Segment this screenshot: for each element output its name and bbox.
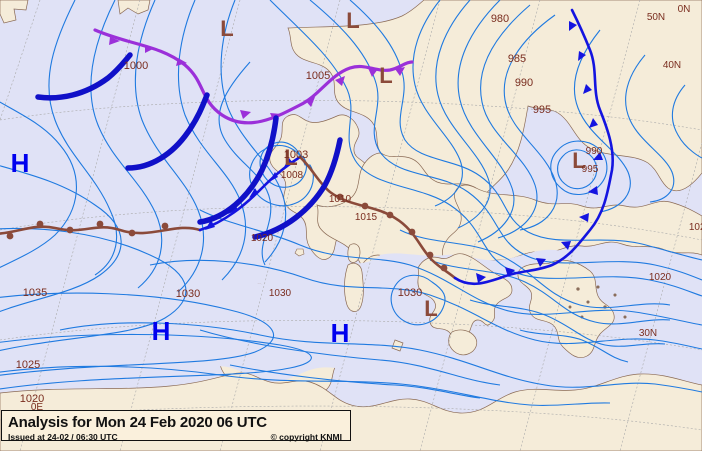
- svg-text:L: L: [220, 16, 233, 41]
- svg-text:1020: 1020: [251, 233, 274, 244]
- svg-text:40N: 40N: [663, 60, 681, 71]
- svg-text:980: 980: [491, 13, 509, 25]
- svg-text:1030: 1030: [269, 288, 292, 299]
- svg-text:L: L: [424, 296, 437, 321]
- svg-text:1008: 1008: [281, 170, 304, 181]
- svg-text:H: H: [152, 316, 171, 346]
- svg-text:50N: 50N: [647, 12, 665, 23]
- svg-text:1025: 1025: [16, 359, 40, 371]
- svg-text:995: 995: [533, 104, 551, 116]
- svg-text:990: 990: [586, 146, 603, 157]
- svg-text:L: L: [346, 8, 359, 33]
- svg-text:1000: 1000: [124, 60, 148, 72]
- svg-text:1020: 1020: [689, 222, 702, 233]
- svg-text:1003: 1003: [284, 149, 308, 161]
- svg-text:985: 985: [508, 53, 526, 65]
- svg-text:995: 995: [582, 164, 599, 175]
- svg-text:H: H: [331, 318, 350, 348]
- svg-text:990: 990: [515, 77, 533, 89]
- svg-text:1015: 1015: [355, 212, 378, 223]
- svg-text:1030: 1030: [176, 288, 200, 300]
- svg-text:0N: 0N: [678, 4, 691, 15]
- svg-text:30N: 30N: [639, 328, 657, 339]
- svg-text:1010: 1010: [329, 194, 352, 205]
- svg-text:1030: 1030: [398, 287, 422, 299]
- svg-text:H: H: [11, 148, 30, 178]
- svg-text:1035: 1035: [23, 287, 47, 299]
- svg-text:1005: 1005: [306, 70, 330, 82]
- svg-text:L: L: [379, 63, 392, 88]
- svg-text:1020: 1020: [649, 272, 672, 283]
